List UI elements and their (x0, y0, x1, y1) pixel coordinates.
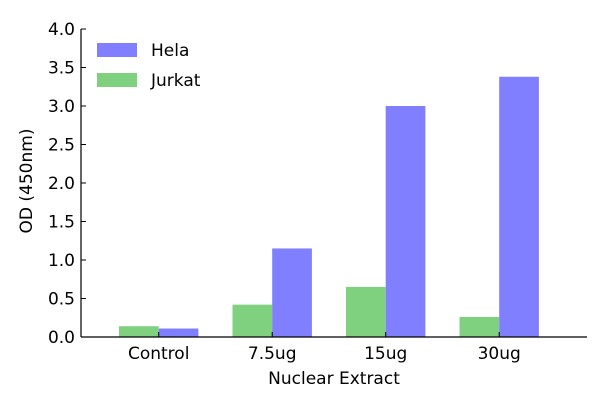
y-tick-label: 0.5 (48, 290, 75, 310)
y-tick-label: 3.0 (48, 97, 75, 117)
y-tick-label: 1.0 (48, 251, 75, 271)
x-axis-label: Nuclear Extract (268, 369, 400, 389)
legend: Hela Jurkat (97, 41, 201, 91)
ticks-layer: 0.0 0.5 1.0 1.5 2.0 2.5 3.0 3.5 4.0 Control 7.5ug 1… (48, 20, 521, 364)
bar-hela-7-5ug (272, 248, 312, 337)
x-tick-label: Control (128, 344, 189, 364)
x-tick-label: 7.5ug (248, 344, 297, 364)
bar-jurkat-7-5ug (232, 304, 273, 337)
bar-hela-30ug (499, 76, 539, 338)
y-tick-label: 2.0 (48, 174, 75, 194)
bar-hela-control (158, 328, 199, 337)
bar-hela-15ug (385, 106, 426, 337)
y-tick-label: 3.5 (48, 59, 75, 79)
y-tick-label: 4.0 (48, 20, 75, 40)
bar-jurkat-15ug (346, 286, 386, 337)
y-tick-label: 2.5 (48, 136, 75, 156)
y-tick-label: 1.5 (48, 213, 75, 233)
legend-label-hela: Hela (151, 41, 189, 61)
y-tick-label: 0.0 (48, 328, 75, 348)
legend-label-jurkat: Jurkat (150, 71, 201, 91)
y-axis-label: OD (450nm) (17, 129, 37, 234)
bars-layer (119, 76, 539, 338)
x-tick-label: 15ug (364, 344, 407, 364)
legend-swatch-jurkat (97, 73, 137, 87)
x-tick-label: 30ug (478, 344, 521, 364)
legend-swatch-hela (97, 43, 137, 57)
bar-jurkat-control (119, 326, 159, 337)
bar-jurkat-30ug (459, 316, 500, 337)
